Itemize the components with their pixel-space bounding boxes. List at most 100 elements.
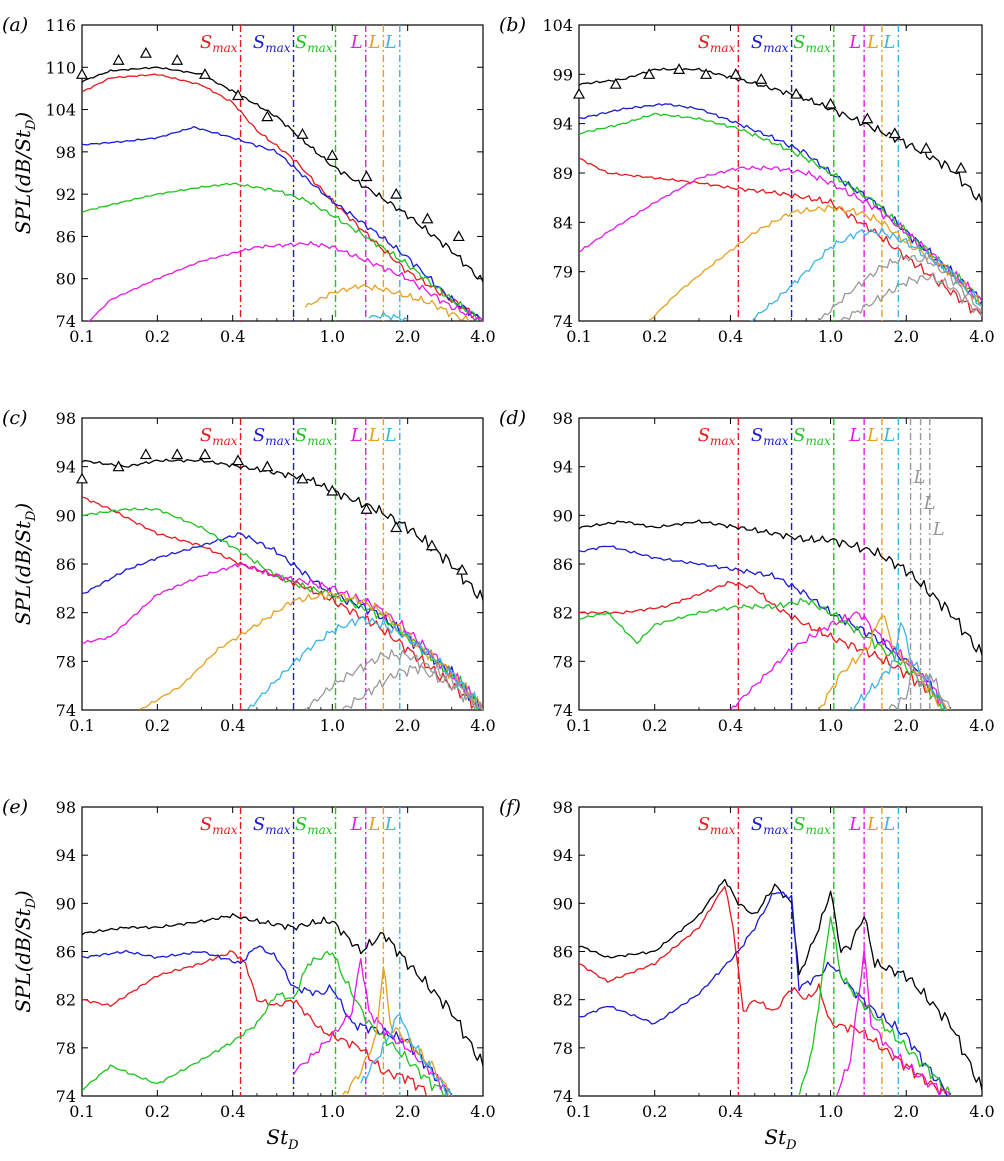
reference-line-label: Smax [295,425,333,448]
data-series [360,1013,453,1096]
data-marker [231,89,245,101]
x-tick-label: 1.0 [818,327,843,346]
x-tick-label: 0.4 [718,1102,743,1121]
x-tick-label: 4.0 [470,1102,495,1121]
panel-label: (b) [499,14,526,36]
y-tick-label: 92 [56,185,76,204]
y-axis-label: SPL(dB/StD) [11,890,39,1012]
reference-line-label: L [848,32,861,53]
data-marker [261,110,274,122]
x-tick-label: 2.0 [894,327,919,346]
reference-line-label: Smax [200,32,238,55]
data-marker [198,448,212,460]
y-tick-label: 74 [56,701,76,720]
x-tick-label: 0.2 [145,327,170,346]
y-tick-label: 94 [553,458,573,477]
data-series [304,649,483,710]
x-axis-label: StD [266,1125,299,1153]
x-tick-label: 4.0 [969,716,994,735]
panel-label: (d) [499,407,526,429]
panel-label: (f) [499,796,521,818]
x-tick-label: 1.0 [320,1102,345,1121]
y-tick-label: 98 [56,409,76,428]
data-marker [421,212,434,224]
panel-label: (e) [2,796,28,818]
data-marker [75,68,89,79]
y-tick-label: 82 [553,991,573,1010]
x-tick-label: 0.4 [718,716,743,735]
x-tick-label: 4.0 [470,327,495,346]
x-tick-label: 2.0 [894,1102,919,1121]
reference-line-label: L [384,425,397,446]
reference-line-label: Smax [253,32,291,55]
data-series [82,182,483,321]
plot-frame [81,24,484,322]
data-series [818,615,948,710]
data-series [304,284,470,321]
data-marker [861,112,874,124]
data-series [139,590,483,710]
data-series [82,66,483,283]
data-marker [700,68,713,79]
reference-line-label: L [384,814,397,835]
reference-line-label: L [882,425,895,446]
x-tick-label: 0.4 [220,327,245,346]
data-series [82,950,432,1096]
y-tick-label: 74 [56,1087,76,1106]
reference-line-label: Smax [295,814,333,837]
data-series [579,597,948,710]
panel-1: (a) 0.1 0.2 0.4 1.0 2.0 4.0 74 80 86 92 98 104 110 116… [2,14,496,346]
data-series [579,157,982,317]
y-tick-label: 82 [56,991,76,1010]
plot-frame [578,806,983,1097]
reference-line-label: Smax [698,32,736,55]
reference-line-label: L [866,32,879,53]
data-series [648,204,982,321]
data-series [849,622,947,710]
reference-line-label: L [848,425,861,446]
data-marker [171,54,184,65]
data-series [82,73,483,321]
reference-line-label-grey: L [932,519,945,540]
reference-line-label: L [367,425,380,446]
data-series [729,611,948,710]
data-series [579,112,982,303]
data-series [818,254,982,321]
panel-label: (a) [2,14,28,36]
data-series [82,496,483,710]
data-marker [824,97,837,109]
reference-line-label: Smax [793,814,831,837]
x-axis-label: StD [764,1125,797,1153]
data-series [368,311,409,321]
y-tick-label: 74 [553,1087,573,1106]
data-marker [296,472,309,484]
reference-line-label-grey: L [913,467,926,488]
x-tick-label: 0.4 [220,1102,245,1121]
x-tick-label: 0.4 [718,327,743,346]
data-marker [609,77,622,89]
y-tick-label: 99 [553,65,573,84]
x-tick-label: 2.0 [395,1102,420,1121]
y-tick-label: 74 [56,312,76,331]
reference-line-label: Smax [253,425,291,448]
reference-line-label: L [367,814,380,835]
data-marker [326,149,339,160]
reference-line-label: Smax [751,425,789,448]
data-marker [390,187,403,199]
reference-line-label: L [882,814,895,835]
data-series [579,165,982,302]
x-tick-label: 0.2 [145,1102,170,1121]
data-marker [112,54,125,65]
y-tick-label: 86 [553,555,573,574]
y-tick-label: 78 [553,1039,573,1058]
data-marker [954,161,968,173]
data-marker [452,230,465,242]
data-series [82,125,483,321]
data-marker [139,448,152,460]
y-tick-label: 94 [56,846,76,865]
data-marker [75,472,89,484]
y-tick-label: 110 [45,58,76,77]
y-tick-label: 84 [553,213,573,232]
